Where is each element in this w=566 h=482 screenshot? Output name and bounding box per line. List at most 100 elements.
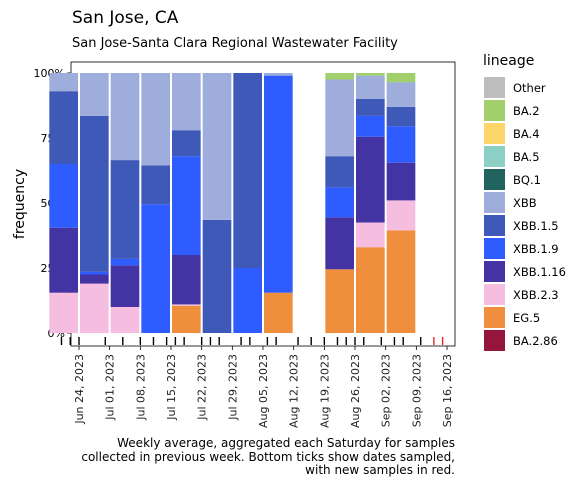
bar-segment xyxy=(80,271,109,275)
bar-segment xyxy=(110,258,140,266)
legend-swatch xyxy=(484,307,505,328)
x-tick-label: Jul 29, 2023 xyxy=(226,354,239,421)
bar-segment xyxy=(141,73,170,166)
legend-item: XBB.1.9 xyxy=(484,238,564,260)
bar-segment xyxy=(80,73,109,116)
legend-swatch xyxy=(484,100,505,121)
bar-segment xyxy=(141,204,170,333)
bar-segment xyxy=(49,73,78,92)
bar-segment xyxy=(202,219,232,333)
legend-swatch xyxy=(484,77,505,98)
bar-segment xyxy=(141,165,170,205)
bar-segment xyxy=(264,73,293,76)
bar-segment xyxy=(386,126,416,163)
x-tick-label: Aug 12, 2023 xyxy=(288,354,301,428)
bar-segment xyxy=(172,156,201,255)
bar-segment xyxy=(356,75,385,99)
legend-label: XBB xyxy=(513,196,537,210)
legend-label: EG.5 xyxy=(513,311,541,325)
bar-segment xyxy=(49,164,78,228)
chart-caption: Weekly average, aggregated each Saturday… xyxy=(35,436,455,478)
legend-swatch xyxy=(484,261,505,282)
legend-item: XBB.2.3 xyxy=(484,284,564,306)
bar-segment xyxy=(264,292,293,333)
legend-swatch xyxy=(484,215,505,236)
legend-label: XBB.1.16 xyxy=(513,265,566,279)
bar-segment xyxy=(49,227,78,293)
bar-segment xyxy=(172,73,201,131)
bar-segment xyxy=(325,79,354,157)
x-tick-label: Aug 05, 2023 xyxy=(257,354,270,428)
bar-segment xyxy=(356,222,385,248)
bar-segment xyxy=(325,187,354,218)
x-tick-label: Jul 15, 2023 xyxy=(165,354,178,421)
chart-title: San Jose, CA xyxy=(72,8,179,28)
x-tick-label: Aug 26, 2023 xyxy=(349,354,362,428)
x-tick-label: Sep 02, 2023 xyxy=(380,354,393,427)
bar-segment xyxy=(110,160,140,259)
bar-segment xyxy=(356,73,385,76)
legend-item: XBB.1.16 xyxy=(484,261,566,283)
bar-segment xyxy=(49,292,78,333)
bar-segment xyxy=(386,230,416,333)
bar-segment xyxy=(386,200,416,231)
legend-swatch xyxy=(484,146,505,167)
bar-segment xyxy=(110,73,140,161)
legend-item: BA.4 xyxy=(484,123,564,145)
y-axis-label: frequency xyxy=(12,169,28,239)
bar-segment xyxy=(386,82,416,107)
bar-segment xyxy=(49,91,78,164)
legend-title: lineage xyxy=(483,53,535,69)
legend-label: BQ.1 xyxy=(513,173,541,187)
bar-segment xyxy=(80,283,109,333)
bar-segment xyxy=(325,269,354,333)
chart-subtitle: San Jose-Santa Clara Regional Wastewater… xyxy=(72,36,398,51)
x-tick-label: Jun 24, 2023 xyxy=(73,354,86,425)
legend-label: BA.5 xyxy=(513,150,540,164)
bar-segment xyxy=(233,73,262,268)
bar-segment xyxy=(356,99,385,116)
bar-segment xyxy=(325,217,354,270)
bar-segment xyxy=(172,305,201,333)
legend-item: XBB.1.5 xyxy=(484,215,564,237)
legend-label: Other xyxy=(513,81,546,95)
bar-segment xyxy=(110,265,140,307)
legend-swatch xyxy=(484,330,505,351)
legend-label: XBB.1.5 xyxy=(513,219,559,233)
legend-swatch xyxy=(484,192,505,213)
x-tick-label: Aug 19, 2023 xyxy=(318,354,331,428)
bar-segment xyxy=(80,115,109,272)
x-tick-label: Jul 08, 2023 xyxy=(134,354,147,421)
bar-segment xyxy=(172,304,201,306)
legend-item: EG.5 xyxy=(484,307,564,329)
legend-item: BA.2.86 xyxy=(484,330,564,352)
legend-label: BA.2 xyxy=(513,104,540,118)
legend-item: Other xyxy=(484,77,564,99)
bar-segment xyxy=(264,75,293,293)
bar-segment xyxy=(386,73,416,83)
legend-swatch xyxy=(484,169,505,190)
bar-segment xyxy=(233,268,262,333)
legend-item: BA.5 xyxy=(484,146,564,168)
x-tick-label: Sep 09, 2023 xyxy=(410,354,423,427)
legend-swatch xyxy=(484,238,505,259)
caption-line-2: collected in previous week. Bottom ticks… xyxy=(81,449,455,464)
bar-segment xyxy=(386,106,416,127)
bar-segment xyxy=(80,274,109,284)
bar-segment xyxy=(356,136,385,223)
bar-segment xyxy=(356,115,385,137)
x-tick-label: Sep 16, 2023 xyxy=(441,354,454,427)
bar-segment xyxy=(325,156,354,188)
bar-segment xyxy=(110,307,140,333)
legend-swatch xyxy=(484,284,505,305)
bar-segment xyxy=(386,162,416,201)
legend-label: BA.2.86 xyxy=(513,334,558,348)
caption-line-1: Weekly average, aggregated each Saturday… xyxy=(117,436,455,450)
legend-label: BA.4 xyxy=(513,127,540,141)
bar-segment xyxy=(356,247,385,333)
legend-item: XBB xyxy=(484,192,564,214)
bar-segment xyxy=(172,130,201,157)
caption-line-3: with new samples in red. xyxy=(305,463,455,477)
bar-segment xyxy=(202,73,232,220)
